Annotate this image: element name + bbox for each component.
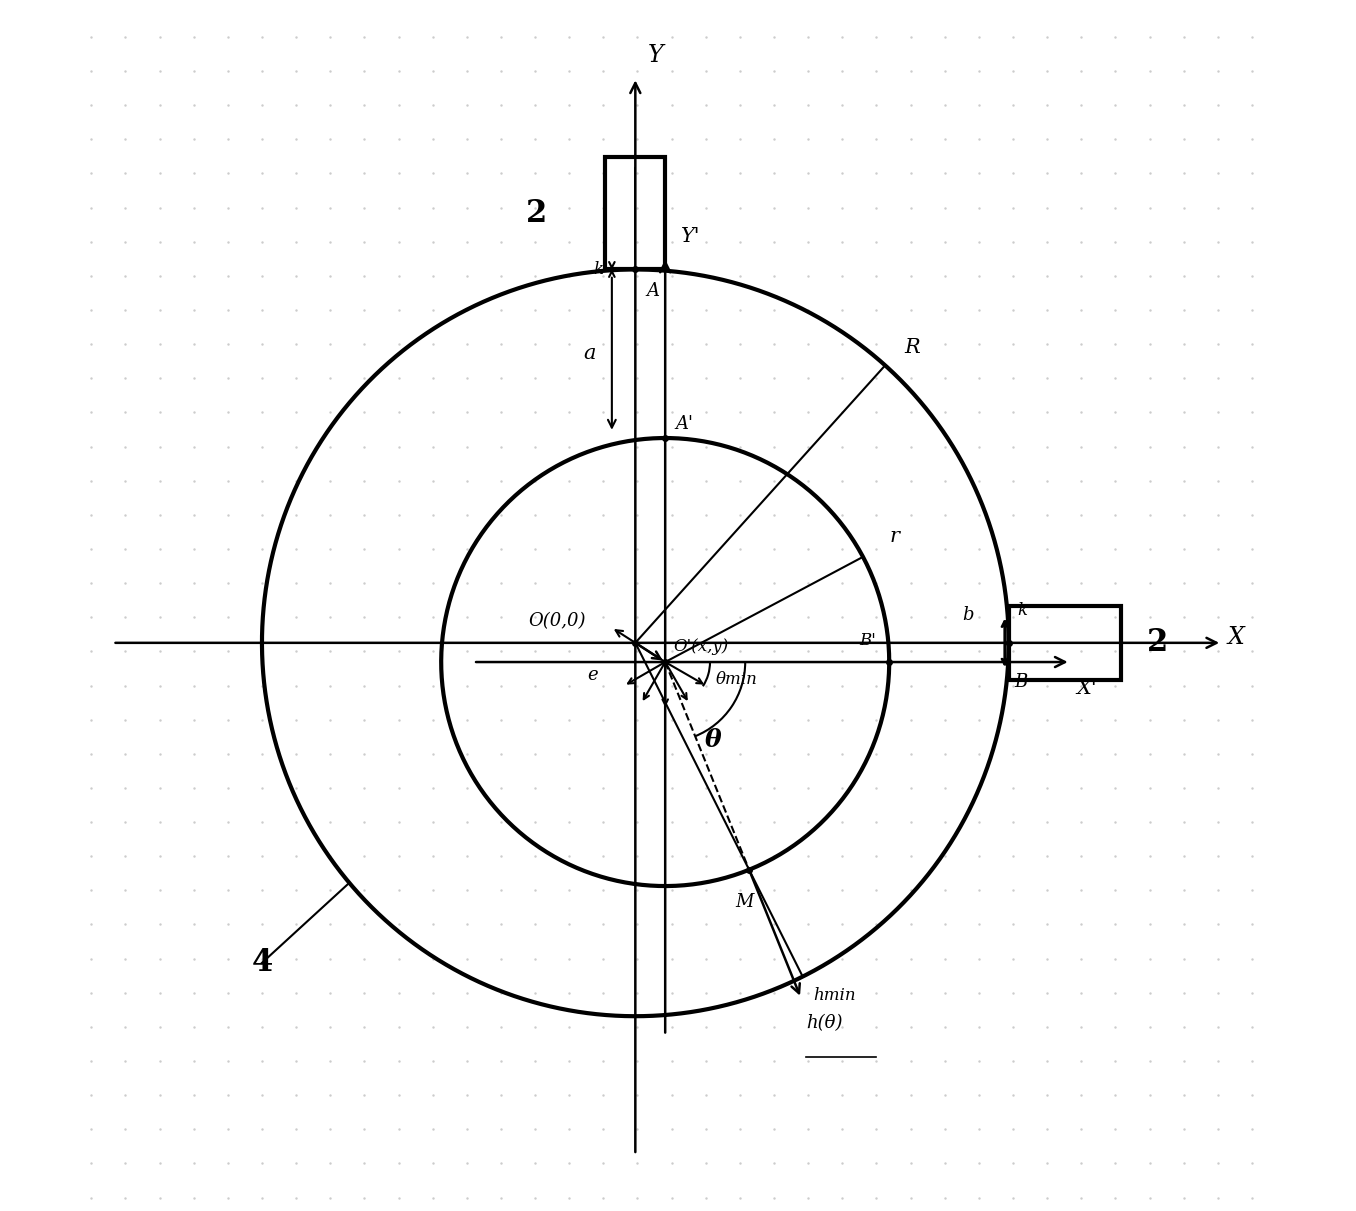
Text: X: X xyxy=(1227,626,1245,649)
Text: B: B xyxy=(1014,672,1028,690)
Text: h(θ): h(θ) xyxy=(807,1015,843,1032)
Text: Y: Y xyxy=(648,44,663,67)
Text: B': B' xyxy=(860,632,876,649)
Text: 4: 4 xyxy=(251,947,273,978)
Text: A: A xyxy=(645,282,659,300)
Text: a: a xyxy=(583,344,595,363)
Text: θmin: θmin xyxy=(716,671,757,688)
Text: θ: θ xyxy=(705,728,721,752)
Text: Y': Y' xyxy=(681,226,701,246)
Text: O(0,0): O(0,0) xyxy=(529,612,586,630)
Text: k: k xyxy=(593,260,603,279)
Text: A': A' xyxy=(675,414,694,432)
Text: r: r xyxy=(890,527,899,546)
Text: R: R xyxy=(904,338,921,357)
Text: O'(x,y): O'(x,y) xyxy=(674,637,730,655)
Text: M: M xyxy=(736,894,754,911)
Text: 2: 2 xyxy=(526,197,546,229)
Text: b: b xyxy=(963,606,974,624)
Text: X': X' xyxy=(1075,679,1097,699)
Text: k: k xyxy=(1017,602,1028,619)
Text: e: e xyxy=(587,666,598,684)
Text: hmin: hmin xyxy=(814,987,856,1004)
Text: 2: 2 xyxy=(1147,627,1169,659)
